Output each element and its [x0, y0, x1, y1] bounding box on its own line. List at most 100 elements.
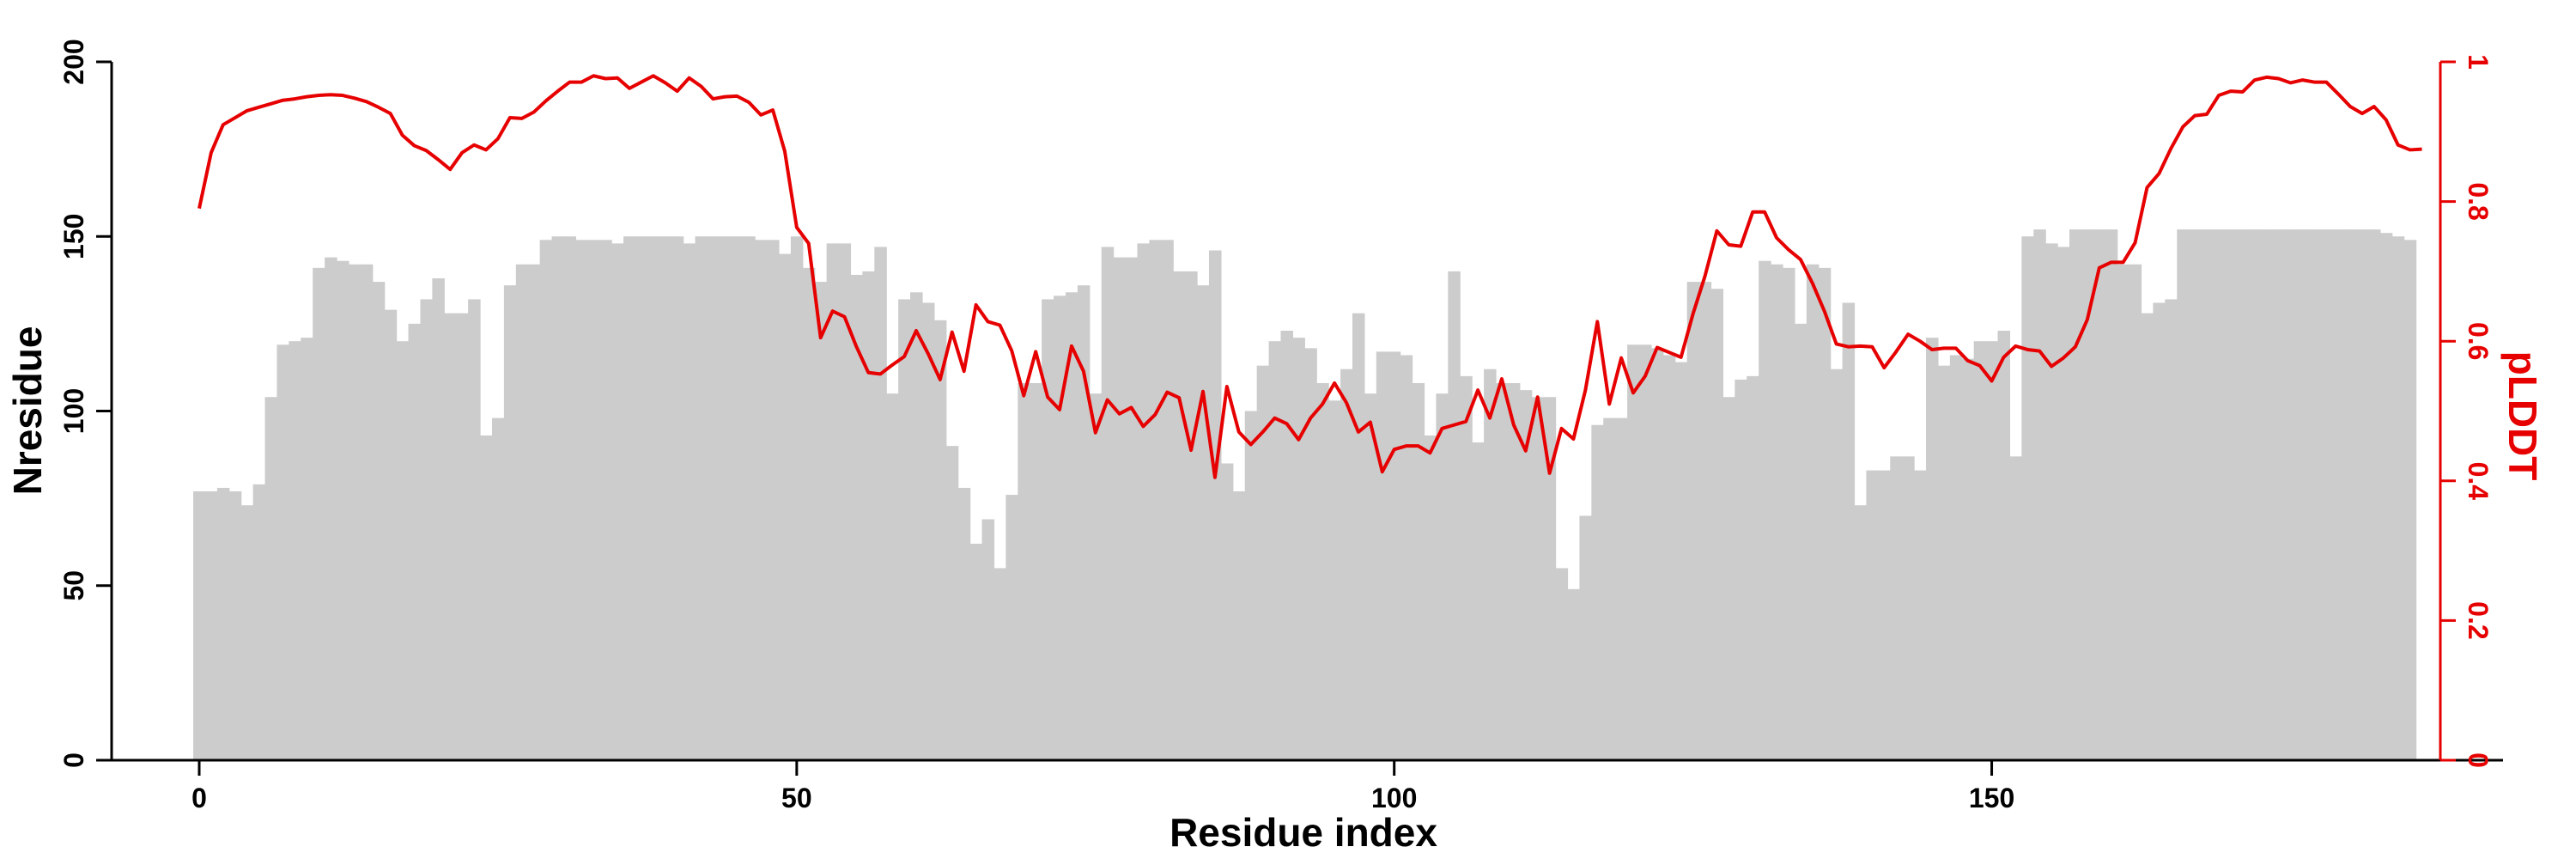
residue-bar [2260, 229, 2274, 760]
residue-bar [1280, 331, 1294, 760]
residue-bar [2344, 229, 2357, 760]
residue-bar [1316, 382, 1329, 760]
residue-bar [1985, 341, 1999, 760]
residue-bar [468, 299, 481, 760]
residue-bar [1304, 348, 1317, 760]
residue-bar [1937, 365, 1951, 760]
residue-bar [850, 274, 863, 761]
residue-bar [802, 267, 816, 761]
residue-bar [1783, 267, 1795, 761]
y-tick-label: 50 [58, 570, 89, 601]
plddt-line-layer [197, 74, 2422, 479]
residue-bar [193, 491, 206, 760]
residue-bar [1973, 341, 1987, 760]
residue-bar [1830, 369, 1844, 760]
y2-tick-label: 0.8 [2463, 182, 2494, 220]
y2-tick-label: 0.2 [2463, 601, 2494, 639]
y2-tick-label: 0 [2463, 752, 2494, 768]
residue-bar [1722, 397, 1735, 760]
residue-bar [1005, 495, 1018, 760]
x-tick-label: 50 [781, 783, 812, 813]
residue-bar [1054, 295, 1066, 760]
residue-bar [1376, 351, 1389, 760]
residue-bar [1292, 338, 1305, 760]
residue-bar [957, 487, 971, 760]
residue-bar [1340, 369, 1353, 760]
residue-bar [862, 271, 875, 760]
residue-bar [1567, 588, 1581, 760]
residue-bar [2332, 229, 2345, 760]
residue-bar [993, 568, 1006, 760]
residue-bar [2189, 229, 2202, 760]
y-tick-label: 200 [58, 39, 89, 84]
residue-bar [2141, 313, 2154, 760]
residue-bar [2320, 229, 2333, 760]
residue-bar [1256, 365, 1270, 760]
residue-bar [264, 397, 278, 760]
residue-bar [1519, 390, 1533, 760]
residue-bar [1400, 355, 1413, 760]
x-tick-label: 150 [1969, 783, 2014, 813]
residue-bar [778, 253, 792, 761]
residue-bar [2105, 229, 2118, 760]
residue-bar [1042, 299, 1054, 760]
residue-bar [1185, 271, 1198, 760]
y-tick-label: 150 [58, 214, 89, 259]
residue-bar [240, 505, 254, 760]
residue-bar [384, 309, 398, 760]
residue-bar [2021, 236, 2034, 760]
residue-bar [1662, 355, 1676, 760]
residue-bar [1555, 568, 1569, 760]
residue-bar [1579, 515, 1592, 760]
residue-bar [204, 491, 218, 760]
residue-bar [755, 240, 768, 760]
residue-bar [575, 240, 588, 760]
residue-bar [921, 302, 935, 760]
residue-bar [1710, 289, 1724, 761]
residue-bar [1615, 417, 1628, 760]
residue-bar [2081, 229, 2094, 760]
residue-bar [276, 344, 289, 760]
residue-bar [2248, 229, 2262, 760]
residue-bar [2045, 243, 2058, 760]
residue-bar [1460, 375, 1473, 760]
residue-count-bars [193, 229, 2417, 761]
residue-bar [1030, 382, 1042, 760]
residue-bar [1149, 240, 1162, 760]
x-tick-label: 100 [1371, 783, 1417, 813]
x-axis-title: Residue index [1170, 810, 1437, 855]
residue-bar [1735, 379, 1747, 760]
residue-bar [1113, 257, 1127, 760]
residue-bar [1902, 456, 1915, 760]
residue-bar [1926, 338, 1939, 760]
y-tick-label: 0 [58, 752, 89, 768]
residue-bar [1484, 369, 1497, 760]
residue-bar [790, 236, 804, 760]
y2-tick-label: 0.6 [2463, 322, 2494, 360]
residue-bar [743, 236, 756, 760]
residue-bar [348, 264, 361, 760]
residue-bar [623, 236, 636, 760]
residue-bar [731, 236, 744, 760]
residue-bar [432, 278, 445, 760]
residue-bar [372, 282, 386, 761]
residue-bar [2117, 264, 2130, 760]
y-axis-title: Nresidue [5, 326, 50, 496]
residue-bar [2165, 299, 2178, 760]
residue-bar [1627, 344, 1640, 760]
residue-bar [1890, 456, 1903, 760]
residue-bar [1686, 282, 1700, 761]
residue-bar [2403, 240, 2417, 760]
residue-bar [969, 543, 983, 760]
residue-bar [1759, 260, 1771, 761]
y-tick-label: 100 [58, 388, 89, 434]
residue-bar [1794, 323, 1807, 761]
residue-bar [707, 236, 720, 760]
residue-bar [635, 236, 648, 760]
residue-bar [1328, 400, 1341, 760]
residue-bar [216, 487, 230, 760]
residue-bar [1161, 240, 1174, 760]
residue-bar [551, 236, 565, 760]
residue-bar [325, 257, 337, 760]
